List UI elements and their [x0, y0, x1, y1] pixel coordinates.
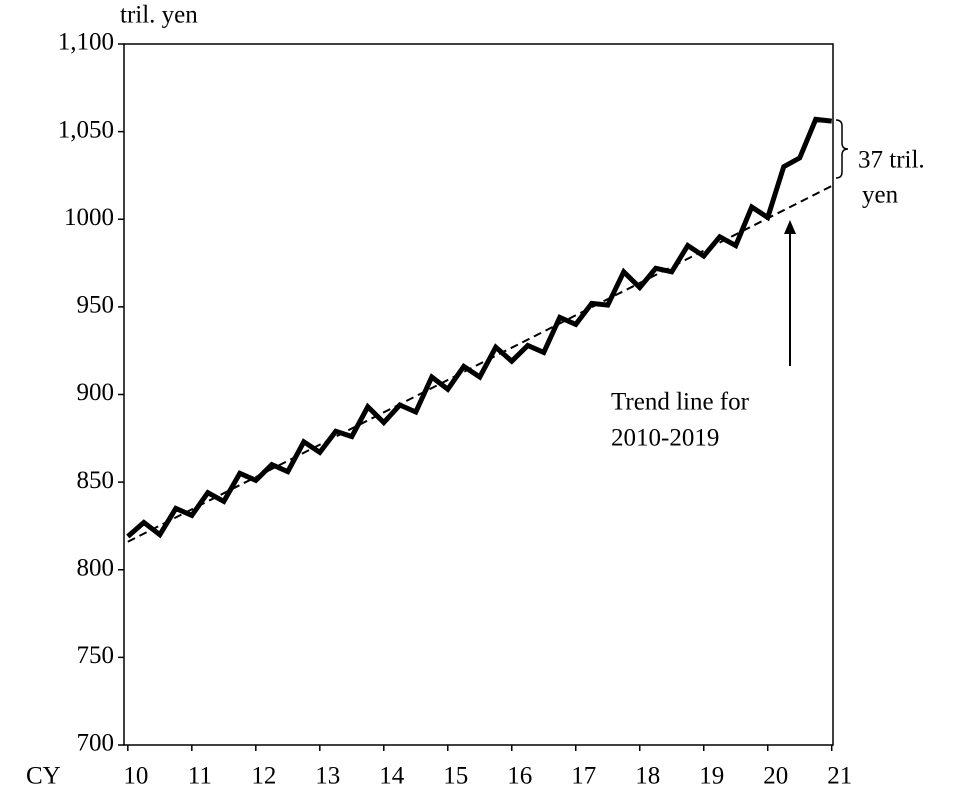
data-line	[126, 116, 832, 539]
y-tick-label: 850	[77, 467, 115, 494]
y-tick-label: 900	[77, 379, 115, 406]
x-tick-label: 14	[379, 763, 405, 790]
y-tick-label: 950	[77, 292, 115, 319]
x-tick-label: 19	[699, 763, 724, 790]
gap-annotation: yen	[862, 182, 899, 209]
arrow-head	[784, 220, 796, 234]
brace	[835, 119, 849, 179]
x-tick-label: 20	[763, 763, 788, 790]
trend-annotation: Trend line for	[611, 389, 750, 416]
y-tick-label: 750	[77, 642, 115, 669]
y-tick-label: 800	[77, 554, 115, 581]
y-tick-label: 1,050	[58, 116, 114, 143]
x-tick-label: 21	[827, 763, 852, 790]
y-tick-label: 1,100	[58, 29, 114, 56]
x-tick-label: 18	[635, 763, 660, 790]
x-tick-label: 16	[507, 763, 532, 790]
y-tick-label: 1000	[64, 204, 114, 231]
y-axis-label: tril. yen	[120, 2, 198, 29]
x-axis-label: CY	[26, 763, 61, 790]
trend-annotation: 2010-2019	[611, 425, 719, 452]
y-tick-label: 700	[77, 730, 115, 757]
x-tick-label: 13	[315, 763, 340, 790]
x-tick-label: 17	[571, 763, 596, 790]
gap-annotation: 37 tril.	[858, 147, 925, 174]
x-tick-label: 11	[188, 763, 212, 790]
x-tick-label: 10	[123, 763, 148, 790]
x-tick-label: 12	[251, 763, 276, 790]
x-tick-label: 15	[443, 763, 468, 790]
